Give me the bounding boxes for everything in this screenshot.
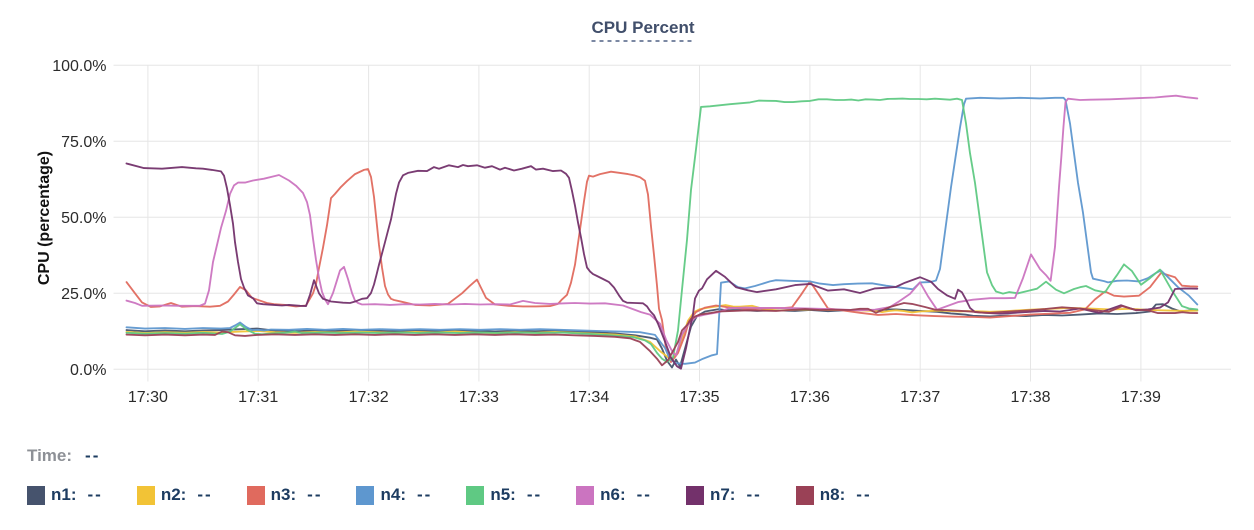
svg-text:100.0%: 100.0% (52, 58, 106, 75)
svg-text:75.0%: 75.0% (61, 134, 106, 151)
svg-text:17:32: 17:32 (349, 389, 389, 406)
svg-text:17:35: 17:35 (679, 389, 719, 406)
svg-text:50.0%: 50.0% (61, 210, 106, 227)
svg-text:17:33: 17:33 (459, 389, 499, 406)
svg-text:17:31: 17:31 (238, 389, 278, 406)
svg-text:17:30: 17:30 (128, 389, 168, 406)
svg-text:17:37: 17:37 (900, 389, 940, 406)
svg-text:25.0%: 25.0% (61, 286, 106, 303)
svg-text:17:34: 17:34 (569, 389, 609, 406)
svg-text:17:39: 17:39 (1121, 389, 1161, 406)
svg-text:0.0%: 0.0% (70, 362, 106, 379)
svg-text:CPU (percentage): CPU (percentage) (36, 151, 53, 285)
svg-text:17:38: 17:38 (1010, 389, 1050, 406)
svg-text:17:36: 17:36 (790, 389, 830, 406)
